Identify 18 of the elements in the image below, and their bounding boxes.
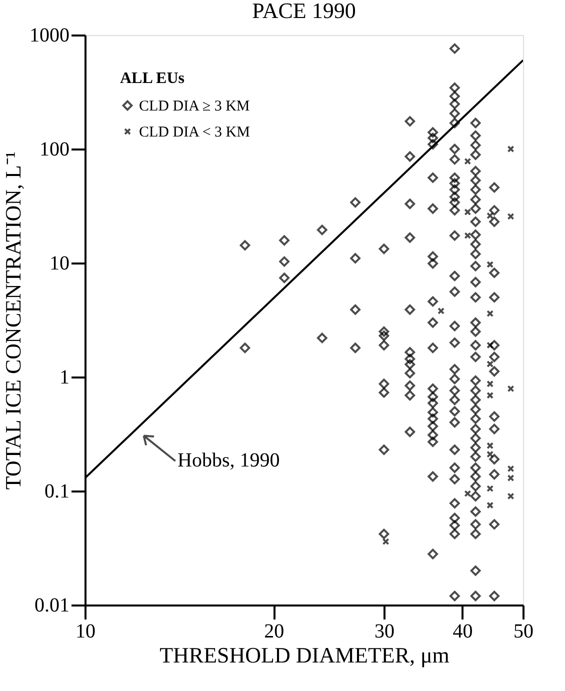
y-tick-label: 1 [60, 366, 70, 388]
legend-title: ALL EUs [120, 70, 184, 87]
chart-title: PACE 1990 [252, 0, 356, 23]
legend-label: CLD DIA ≥ 3 KM [139, 98, 250, 114]
x-tick-label: 10 [76, 620, 96, 642]
y-tick-label: 1000 [30, 24, 70, 46]
x-axis-title: THRESHOLD DIAMETER, μm [160, 642, 450, 668]
x-tick-label: 50 [514, 620, 534, 642]
y-tick-label: 10 [50, 252, 70, 274]
y-axis-title: TOTAL ICE CONCENTRATION, L⁻¹ [0, 151, 26, 490]
y-tick-label: 0.01 [34, 594, 70, 616]
y-tick-label: 100 [40, 138, 70, 160]
legend-label: CLD DIA < 3 KM [139, 124, 250, 140]
annotation: Hobbs, 1990 [178, 449, 280, 472]
x-tick-label: 20 [264, 620, 284, 642]
y-tick-label: 0.1 [44, 480, 70, 502]
x-tick-label: 40 [452, 620, 473, 642]
x-tick-label: 30 [374, 620, 394, 642]
